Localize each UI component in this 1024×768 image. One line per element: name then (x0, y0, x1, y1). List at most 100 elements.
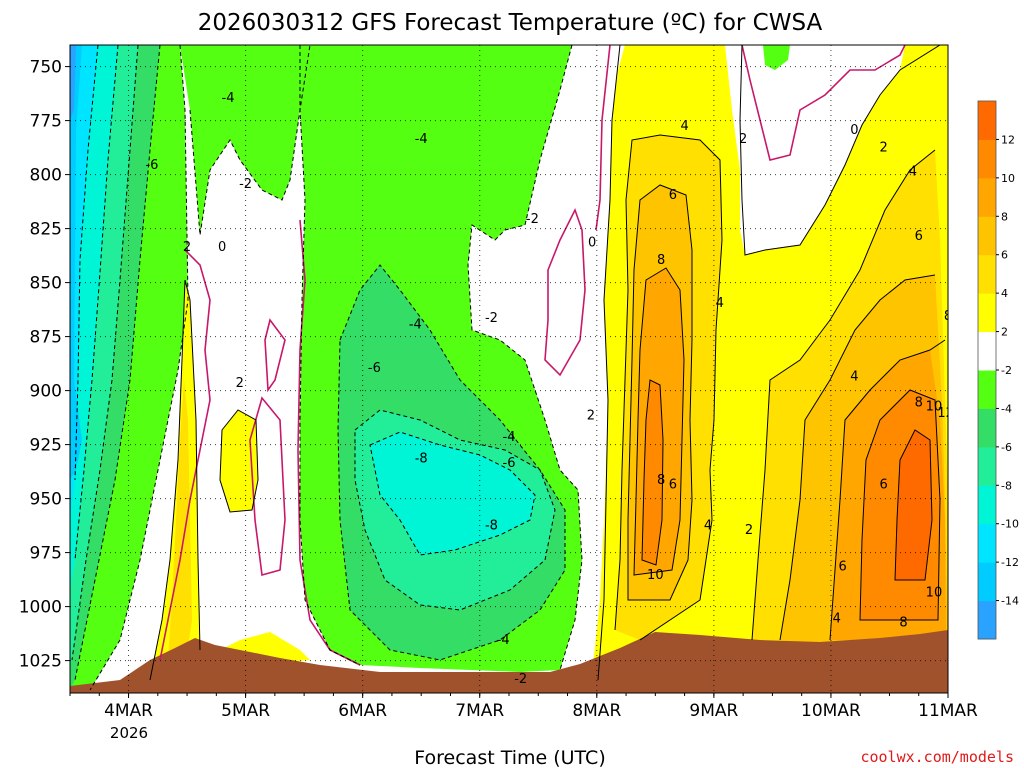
fill-minus-16-west (70, 45, 76, 120)
colorbar-swatch-9 (978, 254, 996, 294)
fill-minus-14-west (70, 45, 82, 480)
colorbar-swatch-12 (978, 139, 996, 179)
colorbar-swatch-3 (978, 485, 996, 525)
zero-contour-g (741, 45, 906, 161)
zero-contour-b (297, 219, 361, 666)
contour-label-14: -8 (485, 519, 498, 534)
contour-10-b (859, 389, 941, 621)
contour-label-24: 8 (657, 473, 665, 488)
contour-label-22: 2 (739, 132, 747, 147)
contour-label-1: -4 (222, 91, 235, 106)
contour-label-11: -8 (415, 452, 428, 467)
cold-region-west (70, 45, 188, 693)
colorbar-swatch-2 (978, 523, 996, 563)
contour-label-38: 6 (879, 477, 887, 492)
contour-label-42: 10 (926, 585, 943, 600)
contour-label-30: 2 (879, 141, 887, 156)
y-tick-label-875: 875 (30, 328, 62, 348)
contour-label-34: 4 (850, 369, 858, 384)
x-tick-label-9MAR: 9MAR (689, 701, 738, 721)
contour-minus-2-central-east (467, 45, 583, 671)
fill-zero-pocket-ne (725, 45, 905, 255)
x-axis: 4MAR 5MAR 6MAR 7MAR 8MAR 9MAR 10MAR 11MAR (69, 693, 978, 721)
contour-label-40: 4 (833, 611, 841, 626)
contour-label-7: -4 (409, 318, 422, 333)
colorbar-label--14: -14 (1001, 595, 1019, 608)
grid (70, 45, 948, 693)
contour-label-12: -4 (503, 430, 516, 445)
chart-title: 2026030312 GFS Forecast Temperature (ºC)… (198, 10, 823, 36)
contour-12-b (894, 429, 933, 581)
fill-plus-2-patch (220, 410, 258, 512)
contour-6-a (627, 184, 693, 601)
contour-8-a (633, 267, 685, 576)
contour-label-6: -4 (415, 132, 428, 147)
y-axis: 750 775 800 825 850 875 900 925 950 975 1000 1025 (19, 58, 70, 672)
contour-minus-2-west (89, 45, 189, 691)
x-tick-label-8MAR: 8MAR (572, 701, 621, 721)
colorbar-swatch-13 (978, 101, 996, 140)
contour-label-19: 4 (680, 119, 688, 134)
contour-label-35: 8 (915, 395, 923, 410)
colorbar-label--4: -4 (1001, 402, 1012, 415)
y-tick-label-775: 775 (30, 112, 62, 132)
colorbar-swatch-8 (978, 293, 996, 333)
contour-label-15: -4 (497, 633, 510, 648)
contour-2-a (597, 45, 621, 681)
fill-plus-12-far-east (895, 430, 932, 580)
contour-label-41: 8 (899, 616, 907, 631)
contour-4-a (614, 134, 723, 641)
colorbar-label-4: 4 (1001, 287, 1008, 300)
contour-minus-4-central (337, 264, 566, 661)
cold-region-central (300, 45, 582, 672)
contour-label-25: 6 (669, 477, 677, 492)
positive-contours (149, 45, 946, 681)
y-tick-label-825: 825 (30, 220, 62, 240)
colorbar-label-6: 6 (1001, 249, 1008, 262)
colorbar-label--10: -10 (1001, 518, 1019, 531)
colorbar-label-2: 2 (1001, 326, 1008, 339)
contour-minus-6-west (71, 45, 139, 661)
colorbar-swatch-4 (978, 446, 996, 486)
contour-label-13: -6 (503, 456, 516, 471)
colorbar-swatch-5 (978, 408, 996, 448)
contour-2-patch (219, 409, 259, 513)
y-tick-label-850: 850 (30, 274, 62, 294)
contour-label-2: -2 (239, 177, 252, 192)
fill-plus-10-east (642, 380, 663, 565)
contour-label-21: 8 (657, 253, 665, 268)
contour-minus-10-west (74, 45, 99, 481)
contour-label-0: -6 (145, 158, 158, 173)
contour-6-b (779, 274, 936, 641)
zero-contour-f (595, 45, 611, 231)
y-tick-label-1000: 1000 (19, 598, 62, 618)
contour-label-23: 4 (716, 296, 724, 311)
contour-label-16: -2 (514, 672, 527, 687)
colorbar-label--8: -8 (1001, 479, 1012, 492)
contour-label-20: 6 (669, 188, 677, 203)
colorbar-swatch-7 (978, 331, 996, 371)
colorbar-swatch-1 (978, 562, 996, 602)
x-tick-label-7MAR: 7MAR (455, 701, 504, 721)
colorbar-swatch-0 (978, 600, 996, 640)
colorbar-label-8: 8 (1001, 210, 1008, 223)
x-tick-label-4MAR: 4MAR (104, 701, 153, 721)
warm-region-east (590, 45, 948, 693)
colorbar-swatch-10 (978, 216, 996, 256)
contour-label-36: 10 (926, 400, 943, 415)
contour-2-tongue (149, 279, 201, 681)
colorbar-label--12: -12 (1001, 556, 1019, 569)
contour-label-33: 8 (944, 309, 952, 324)
contour-8-b (829, 339, 946, 641)
y-tick-label-1025: 1025 (19, 652, 62, 672)
colorbar-label-10: 10 (1001, 172, 1015, 185)
fill-minus-10-central (370, 432, 535, 555)
contour-minus-4-west (74, 45, 161, 681)
contour-label-10: -6 (368, 361, 381, 376)
y-tick-label-950: 950 (30, 490, 62, 510)
contour-minus-8-central (369, 431, 536, 556)
contour-label-28: 2 (745, 523, 753, 538)
